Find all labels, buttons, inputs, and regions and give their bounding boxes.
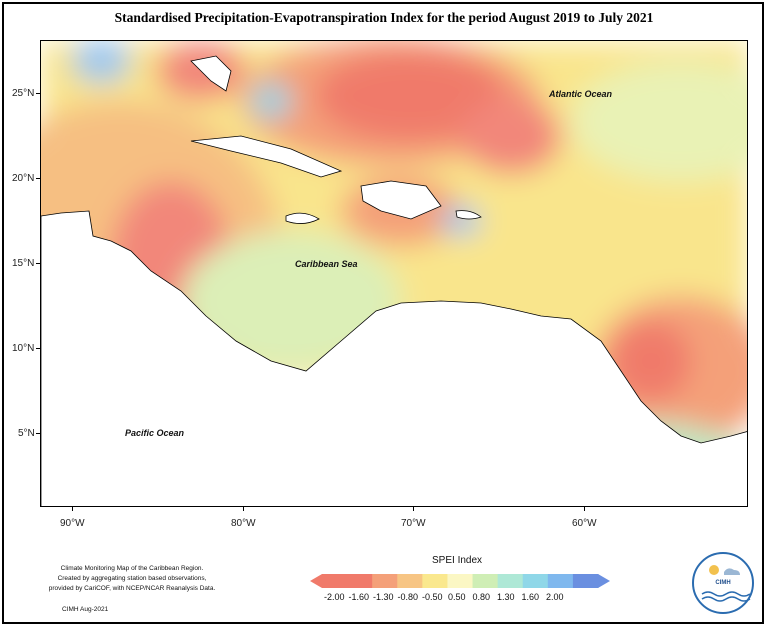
lat-label-10: 10°N — [12, 343, 35, 354]
spei-field — [41, 41, 747, 501]
lon-label-60: 60°W — [572, 518, 597, 529]
lon-label-80: 80°W — [231, 518, 256, 529]
label-atlantic: Atlantic Ocean — [549, 89, 613, 99]
lat-tick-5 — [36, 433, 40, 434]
credit-text: Climate Monitoring Map of the Caribbean … — [22, 564, 242, 594]
legend-arrow-right — [598, 574, 610, 588]
legend-swatch — [347, 574, 373, 588]
lat-tick-25 — [36, 93, 40, 94]
lat-tick-20 — [36, 178, 40, 179]
lon-tick-70 — [413, 507, 414, 511]
legend-swatch — [472, 574, 499, 588]
lat-label-5: 5°N — [18, 428, 35, 439]
land-masses — [41, 55, 747, 506]
legend-label: 1.30 — [496, 592, 515, 602]
lat-tick-10 — [36, 348, 40, 349]
logo-text: CIMH — [715, 580, 731, 586]
credit-line-2: Created by aggregating station based obs… — [57, 575, 207, 582]
legend-label: -0.80 — [397, 592, 418, 602]
lon-tick-80 — [243, 507, 244, 511]
legend-colorbar — [310, 574, 610, 588]
lat-label-20: 20°N — [12, 173, 35, 184]
legend-label: -0.50 — [421, 592, 443, 602]
legend-label: 0.50 — [447, 592, 466, 602]
legend-label: -1.60 — [348, 592, 369, 602]
lat-label-15: 15°N — [12, 258, 35, 269]
label-caribbean: Caribbean Sea — [295, 259, 358, 269]
lat-label-25: 25°N — [12, 88, 35, 99]
legend-arrow-left — [310, 574, 322, 588]
credit-date: CIMH Aug-2021 — [62, 606, 109, 613]
lon-tick-60 — [584, 507, 585, 511]
legend-swatch — [522, 574, 549, 588]
logo-graphic — [701, 565, 751, 602]
legend-swatch — [422, 574, 448, 588]
legend-title: SPEI Index — [432, 555, 483, 566]
lon-tick-90 — [72, 507, 73, 511]
label-pacific: Pacific Ocean — [125, 428, 185, 438]
legend-swatch — [497, 574, 524, 588]
legend-swatch — [447, 574, 474, 588]
legend-label: 1.60 — [521, 592, 540, 602]
legend-label: -2.00 — [323, 592, 345, 602]
lon-label-70: 70°W — [401, 518, 426, 529]
legend-label: 0.80 — [472, 592, 491, 602]
legend-swatch — [397, 574, 423, 588]
legend-label: 2.00 — [545, 592, 564, 602]
legend-labels: -2.00 -1.60 -1.30 -0.80 -0.50 0.50 0.80 1.30 1.6… — [322, 592, 567, 602]
lon-label-90: 90°W — [60, 518, 85, 529]
legend-swatch — [322, 574, 348, 588]
credit-line-1: Climate Monitoring Map of the Caribbean … — [60, 565, 204, 572]
legend-label: -1.30 — [372, 592, 394, 602]
legend-swatch — [547, 574, 574, 588]
map-title: Standardised Precipitation-Evapotranspir… — [114, 10, 654, 25]
legend-swatch — [572, 574, 599, 588]
lat-tick-15 — [36, 263, 40, 264]
spei-map: Atlantic Ocean Caribbean Sea Pacific Oce… — [40, 40, 748, 507]
credit-line-3: provided by CariCOF, with NCEP/NCAR Rean… — [48, 585, 216, 592]
map-canvas — [41, 41, 747, 506]
cimh-logo: CIMH — [692, 552, 754, 614]
legend-swatch — [372, 574, 398, 588]
